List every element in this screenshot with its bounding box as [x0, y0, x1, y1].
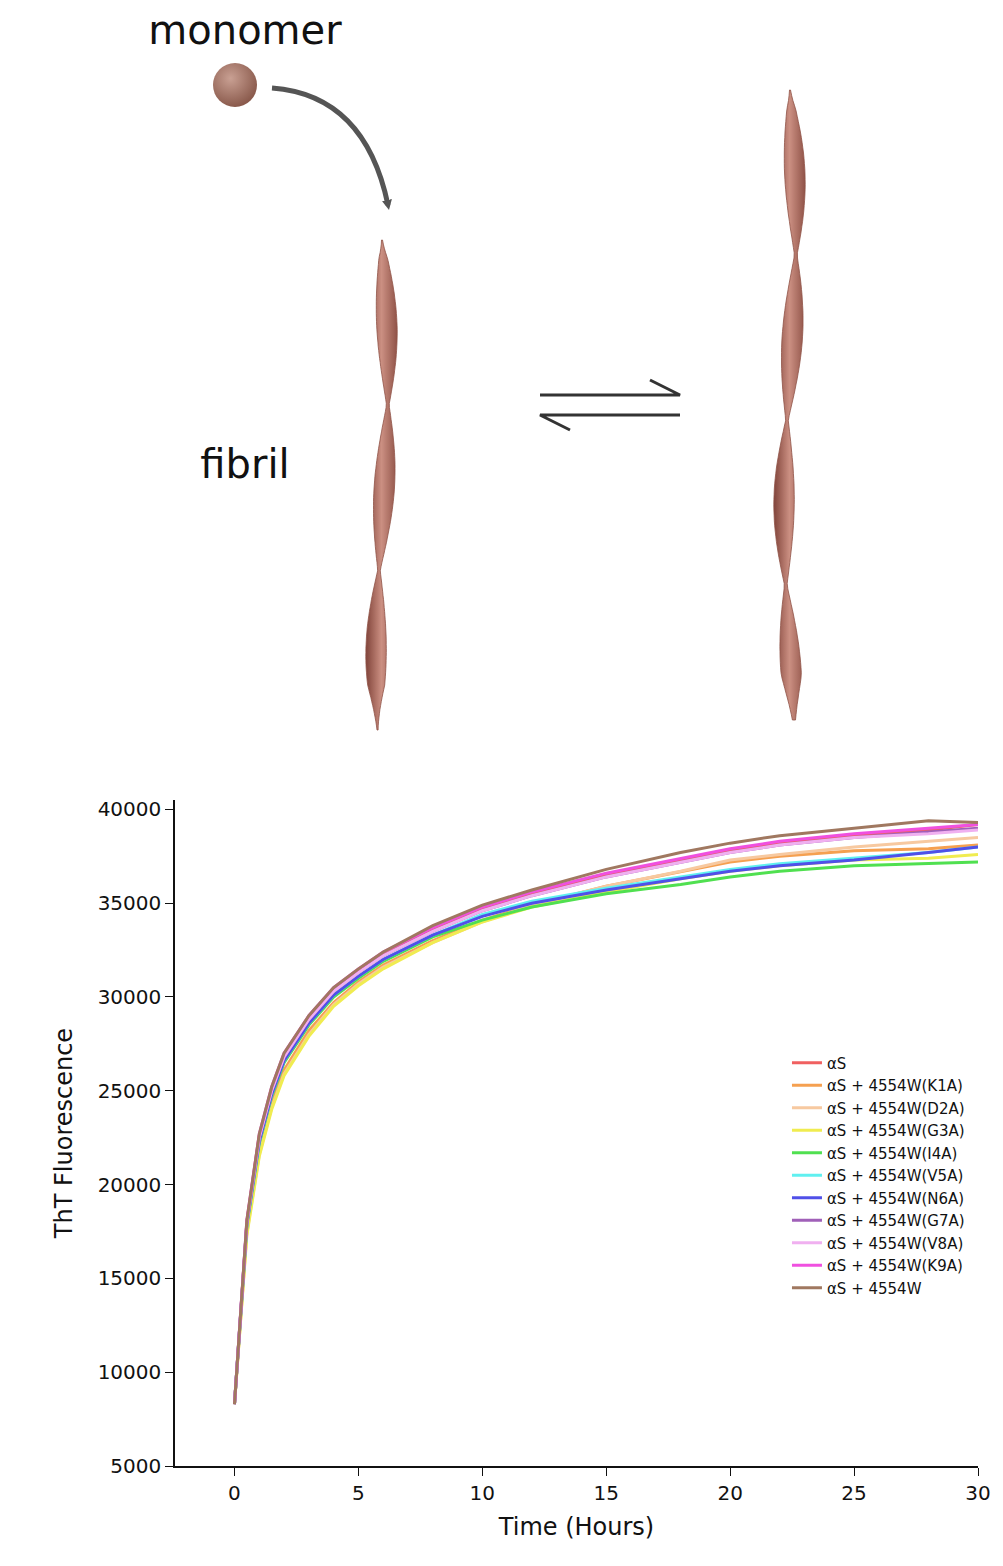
svg-text:αS + 4554W(K1A): αS + 4554W(K1A) — [827, 1077, 963, 1095]
svg-text:αS + 4554W: αS + 4554W — [827, 1280, 922, 1298]
svg-text:αS: αS — [827, 1055, 846, 1073]
svg-text:10000: 10000 — [98, 1360, 162, 1384]
svg-text:40000: 40000 — [98, 797, 162, 821]
svg-text:30: 30 — [965, 1481, 990, 1505]
svg-text:αS + 4554W(V5A): αS + 4554W(V5A) — [827, 1167, 963, 1185]
svg-text:αS + 4554W(G3A): αS + 4554W(G3A) — [827, 1122, 965, 1140]
svg-text:25000: 25000 — [98, 1079, 162, 1103]
svg-text:20000: 20000 — [98, 1173, 162, 1197]
svg-text:5000: 5000 — [110, 1454, 161, 1478]
svg-text:ThT Fluorescence: ThT Fluorescence — [50, 1028, 78, 1239]
svg-text:αS + 4554W(K9A): αS + 4554W(K9A) — [827, 1257, 963, 1275]
svg-text:25: 25 — [841, 1481, 866, 1505]
svg-text:30000: 30000 — [98, 985, 162, 1009]
svg-text:10: 10 — [470, 1481, 495, 1505]
svg-text:αS + 4554W(I4A): αS + 4554W(I4A) — [827, 1145, 957, 1163]
svg-text:αS + 4554W(D2A): αS + 4554W(D2A) — [827, 1100, 965, 1118]
svg-text:αS + 4554W(N6A): αS + 4554W(N6A) — [827, 1190, 964, 1208]
svg-text:20: 20 — [717, 1481, 742, 1505]
svg-text:5: 5 — [352, 1481, 365, 1505]
svg-text:0: 0 — [228, 1481, 241, 1505]
svg-text:Time (Hours): Time (Hours) — [498, 1513, 654, 1541]
svg-text:15: 15 — [594, 1481, 619, 1505]
svg-text:15000: 15000 — [98, 1266, 162, 1290]
svg-text:35000: 35000 — [98, 891, 162, 915]
svg-text:fibril: fibril — [200, 441, 289, 487]
svg-text:monomer: monomer — [148, 7, 342, 53]
svg-text:αS + 4554W(G7A): αS + 4554W(G7A) — [827, 1212, 965, 1230]
svg-text:αS + 4554W(V8A): αS + 4554W(V8A) — [827, 1235, 963, 1253]
